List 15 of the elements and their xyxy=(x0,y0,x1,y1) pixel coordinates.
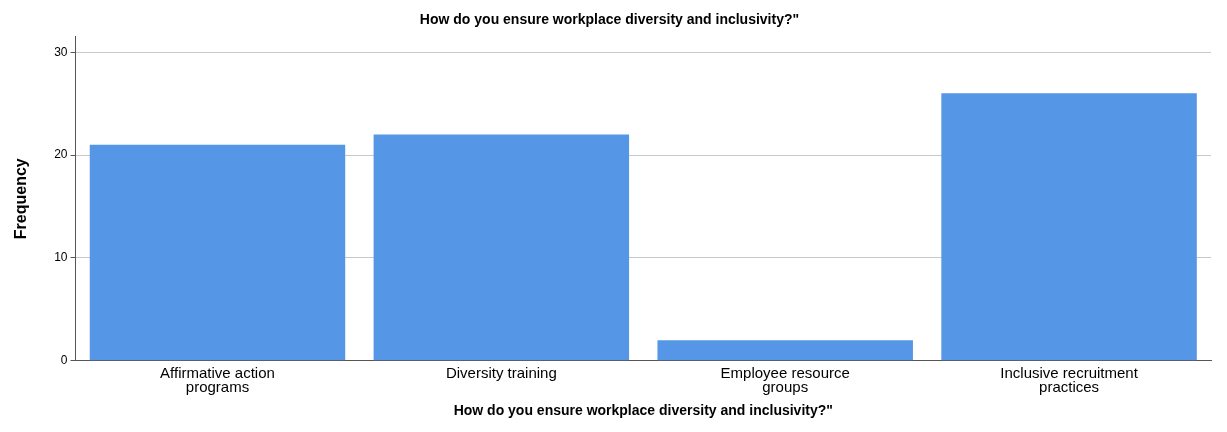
x-tick-label: Inclusive recruitment practices xyxy=(1000,363,1139,396)
bar xyxy=(89,144,346,361)
bar xyxy=(941,93,1197,361)
x-tick-label: Diversity training xyxy=(445,363,557,381)
x-axis-title: How do you ensure workplace diversity and inclusivity?" xyxy=(453,402,833,419)
x-tick-label: Affirmative action programs xyxy=(160,363,275,396)
bar xyxy=(373,134,630,361)
y-tick-label: 30 xyxy=(54,44,68,59)
bar xyxy=(657,340,913,361)
y-tick-label: 20 xyxy=(54,147,68,162)
y-tick-label: 0 xyxy=(60,353,68,368)
x-tick-label: Employee resource groups xyxy=(720,363,850,396)
y-tick-label: 10 xyxy=(54,250,68,265)
y-axis-title: Frequency xyxy=(12,158,30,240)
chart-title: How do you ensure workplace diversity and inclusivity?" xyxy=(419,11,800,28)
